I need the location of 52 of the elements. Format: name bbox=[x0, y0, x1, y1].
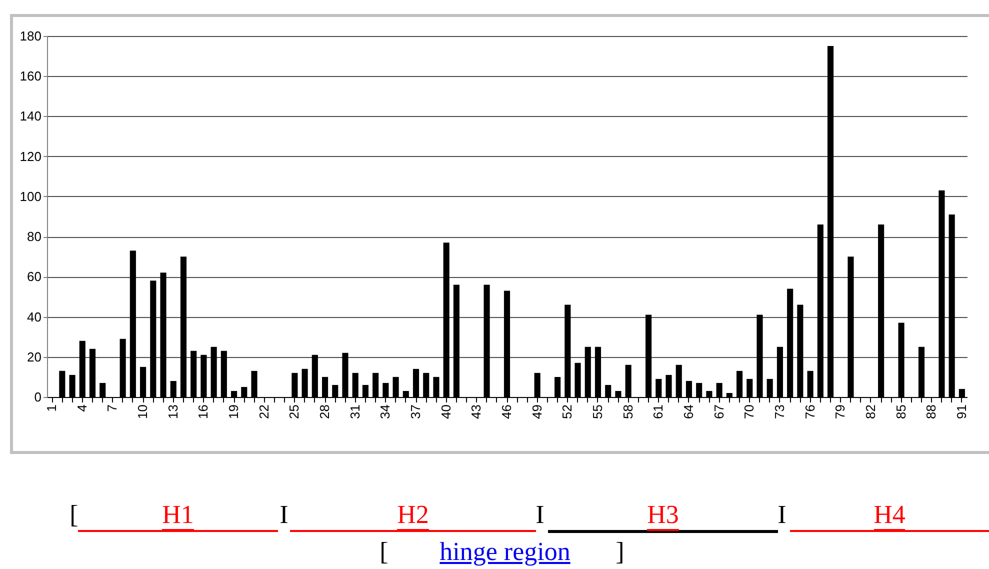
y-tick-label: 140 bbox=[20, 108, 42, 124]
x-tick-label: 70 bbox=[742, 404, 757, 419]
x-tick-label: 25 bbox=[286, 404, 302, 419]
y-tick-label: 180 bbox=[20, 28, 42, 44]
text: ] bbox=[614, 537, 626, 567]
x-tick-label: 88 bbox=[924, 404, 939, 419]
x-tick-label: 52 bbox=[560, 404, 575, 419]
x-tick-label: 67 bbox=[711, 404, 726, 419]
y-tick-label: 160 bbox=[20, 68, 42, 84]
x-tick-label: 10 bbox=[135, 404, 150, 419]
x-tick-label: 22 bbox=[256, 404, 272, 419]
text: H3 bbox=[647, 500, 679, 531]
x-tick-label: 16 bbox=[196, 404, 211, 419]
x-tick-label: 82 bbox=[862, 404, 878, 419]
x-tick-label: 28 bbox=[317, 404, 332, 419]
x-tick-label: 64 bbox=[680, 404, 696, 419]
y-tick-label: 80 bbox=[27, 229, 42, 244]
text: [ bbox=[68, 500, 80, 530]
x-tick-label: 13 bbox=[165, 404, 180, 419]
x-tick-label: 85 bbox=[893, 404, 908, 419]
x-tick-label: 73 bbox=[772, 404, 787, 419]
x-tick-label: 40 bbox=[438, 404, 454, 419]
x-tick-label: 7 bbox=[104, 404, 120, 412]
x-tick-label: 46 bbox=[499, 404, 514, 419]
x-tick-label: 37 bbox=[408, 404, 424, 419]
x-tick-label: 34 bbox=[378, 404, 393, 419]
x-tick-label: 43 bbox=[468, 404, 484, 419]
x-tick-label: 49 bbox=[529, 404, 544, 419]
text: [ bbox=[378, 537, 390, 567]
x-tick-label: 76 bbox=[802, 404, 818, 419]
x-tick-label: 91 bbox=[954, 404, 969, 419]
y-tick-label: 0 bbox=[34, 390, 42, 404]
x-tick-label: 61 bbox=[650, 404, 666, 419]
text: hinge region bbox=[438, 537, 572, 567]
x-tick-label: 58 bbox=[620, 404, 636, 419]
x-tick-label: 55 bbox=[590, 404, 605, 419]
x-tick-label: 31 bbox=[347, 404, 362, 419]
text: H4 bbox=[874, 500, 906, 531]
text: H2 bbox=[397, 500, 429, 531]
x-tick-label: 1 bbox=[44, 404, 60, 412]
x-tick-label: 4 bbox=[74, 404, 90, 412]
y-tick-label: 100 bbox=[20, 188, 42, 204]
text: I bbox=[534, 500, 546, 530]
x-tick-label: 79 bbox=[832, 404, 848, 419]
y-tick-label: 40 bbox=[27, 309, 42, 324]
text: H1 bbox=[162, 500, 194, 531]
text: I bbox=[278, 500, 290, 530]
y-tick-label: 20 bbox=[27, 349, 42, 364]
y-tick-label: 120 bbox=[20, 148, 42, 164]
x-tick-label: 19 bbox=[226, 404, 242, 419]
y-tick-label: 60 bbox=[27, 269, 42, 284]
text: I bbox=[776, 500, 788, 530]
